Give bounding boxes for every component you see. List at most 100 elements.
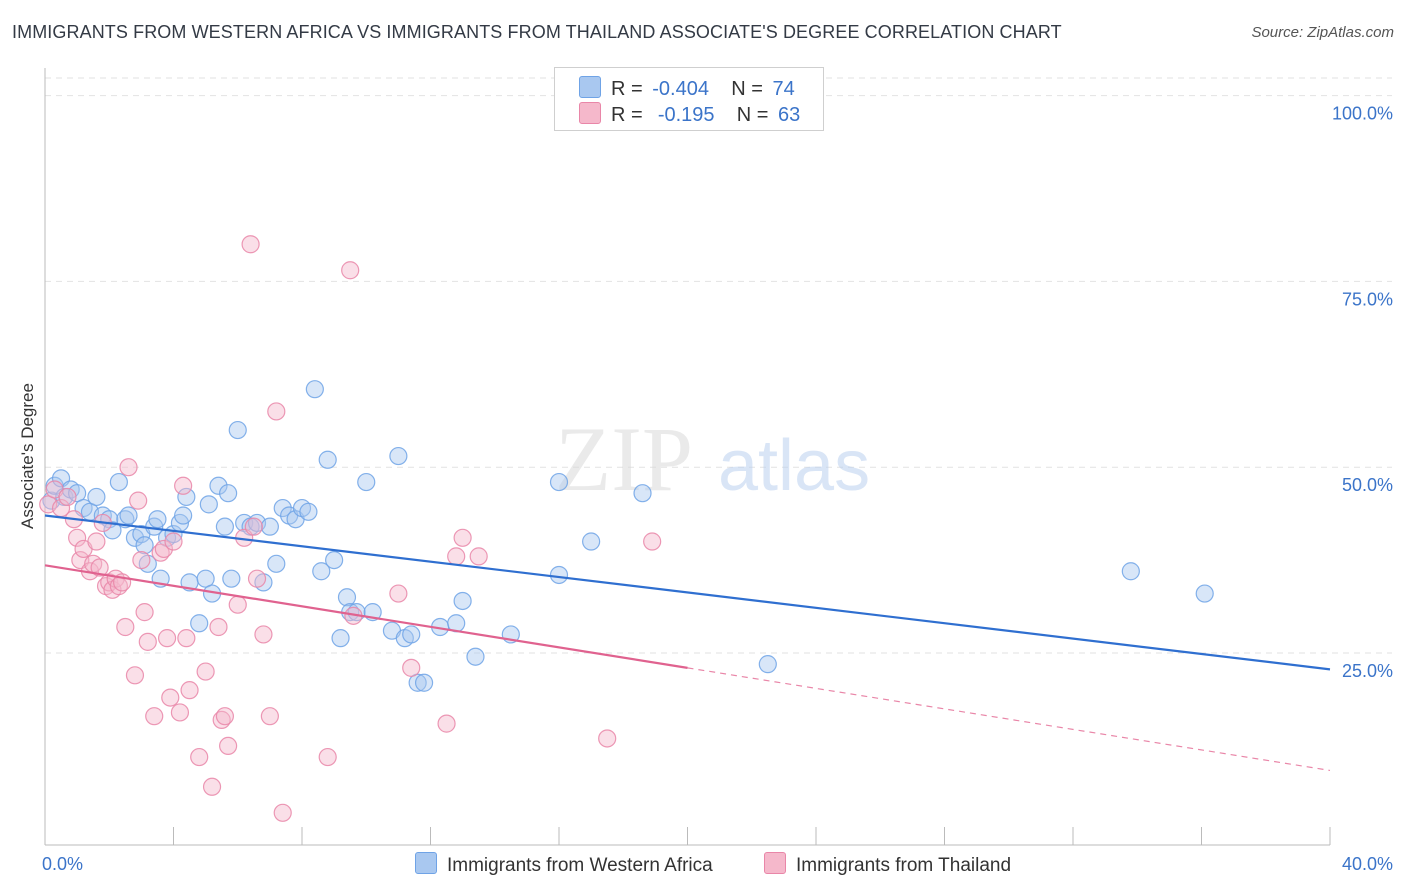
correlation-legend: R = -0.404 N = 74 R = -0.195 N = 63	[554, 67, 824, 131]
point-thailand	[247, 569, 267, 588]
point-thailand	[215, 707, 234, 726]
point-thailand	[267, 402, 286, 421]
point-thailand	[260, 707, 279, 726]
y-axis-label: Associate's Degree	[18, 383, 37, 529]
point-thailand	[58, 487, 77, 507]
point-western-africa	[87, 487, 106, 507]
y-tick-label: 75.0%	[1342, 289, 1393, 309]
point-western-africa	[190, 614, 209, 633]
x-tick-label: 0.0%	[42, 854, 83, 874]
legend-n-label: N =	[736, 104, 769, 126]
bottom-legend-swatch-western-africa	[415, 852, 437, 874]
chart-title: IMMIGRANTS FROM WESTERN AFRICA VS IMMIGR…	[12, 22, 1062, 42]
point-thailand	[341, 261, 360, 280]
point-western-africa	[758, 655, 777, 674]
trend-line-thailand	[44, 564, 688, 669]
point-western-africa	[331, 629, 350, 648]
point-western-africa	[1121, 562, 1140, 581]
trend-line-thailand-extrapolated	[687, 667, 1331, 772]
legend-r-label: R =	[611, 104, 643, 126]
point-thailand	[209, 617, 228, 637]
trend-lines	[44, 514, 1331, 772]
point-thailand	[68, 528, 87, 547]
point-thailand	[190, 747, 209, 767]
axes	[44, 68, 1331, 846]
point-thailand	[598, 729, 617, 748]
point-western-africa	[633, 484, 652, 503]
y-tick-label: 50.0%	[1342, 475, 1393, 495]
tick-labels: 25.0% 50.0% 75.0% 100.0% 0.0% 40.0%	[42, 104, 1393, 874]
bottom-legend-thailand: Immigrants from Thailand	[764, 852, 1011, 877]
point-thailand	[453, 528, 472, 547]
point-western-africa	[466, 647, 485, 666]
point-western-africa	[215, 517, 234, 536]
data-points	[39, 235, 1214, 822]
point-western-africa	[402, 625, 421, 644]
point-thailand	[119, 458, 138, 477]
watermark-zip: ZIP	[555, 408, 693, 510]
point-thailand	[116, 617, 135, 637]
point-thailand	[164, 532, 183, 551]
point-thailand	[87, 532, 106, 551]
point-thailand	[241, 235, 260, 254]
point-western-africa	[260, 517, 279, 536]
point-western-africa	[549, 472, 569, 492]
point-western-africa	[414, 673, 434, 692]
point-thailand	[318, 747, 337, 767]
point-western-africa	[209, 476, 228, 495]
point-thailand	[170, 703, 190, 722]
point-thailand	[154, 539, 173, 559]
point-western-africa	[305, 380, 324, 399]
legend-r-value: -0.195	[657, 104, 715, 126]
point-thailand	[437, 714, 456, 733]
legend-n-value: 74	[772, 78, 795, 100]
point-western-africa	[357, 472, 376, 492]
point-thailand	[402, 658, 421, 677]
point-thailand	[228, 595, 247, 614]
bottom-legend-western-africa: Immigrants from Western Africa	[415, 852, 713, 877]
point-thailand	[469, 547, 488, 566]
point-thailand	[129, 491, 148, 510]
point-western-africa	[273, 498, 292, 518]
bottom-legend-label: Immigrants from Western Africa	[447, 855, 713, 876]
point-thailand	[177, 629, 196, 648]
point-western-africa	[135, 536, 154, 555]
source-credit: Source: ZipAtlas.com	[1251, 24, 1394, 41]
point-western-africa	[312, 562, 331, 581]
point-thailand	[447, 547, 466, 566]
point-thailand	[389, 584, 408, 603]
point-thailand	[161, 688, 180, 707]
point-thailand	[157, 629, 177, 648]
watermark-atlas: atlas	[718, 426, 870, 506]
point-western-africa	[549, 565, 569, 585]
legend-r-value: -0.404	[652, 78, 709, 100]
point-western-africa	[103, 521, 122, 540]
point-western-africa	[453, 591, 472, 611]
bottom-legend-swatch-thailand	[764, 852, 786, 874]
point-thailand	[125, 666, 145, 685]
point-western-africa	[148, 510, 167, 529]
point-western-africa	[222, 569, 241, 588]
y-tick-label: 100.0%	[1332, 104, 1393, 124]
legend-n-value: 63	[778, 104, 801, 126]
bottom-legend-label: Immigrants from Thailand	[796, 855, 1012, 876]
point-thailand	[174, 476, 193, 495]
y-tick-label: 25.0%	[1342, 661, 1393, 681]
point-western-africa	[389, 446, 408, 466]
point-thailand	[643, 532, 662, 551]
point-western-africa	[119, 506, 138, 525]
watermark: ZIP atlas	[555, 408, 870, 510]
x-tick-label: 40.0%	[1342, 854, 1393, 874]
legend-row-thailand: R = -0.195 N = 63	[579, 102, 800, 128]
point-thailand	[254, 625, 273, 644]
point-western-africa	[228, 420, 247, 440]
point-thailand	[196, 662, 215, 681]
point-thailand	[132, 550, 151, 570]
point-thailand	[273, 803, 292, 822]
legend-n-label: N =	[731, 78, 763, 100]
point-western-africa	[219, 484, 238, 503]
point-western-africa	[109, 472, 128, 492]
point-western-africa	[325, 550, 344, 570]
point-thailand	[145, 707, 164, 726]
point-western-africa	[174, 506, 193, 525]
